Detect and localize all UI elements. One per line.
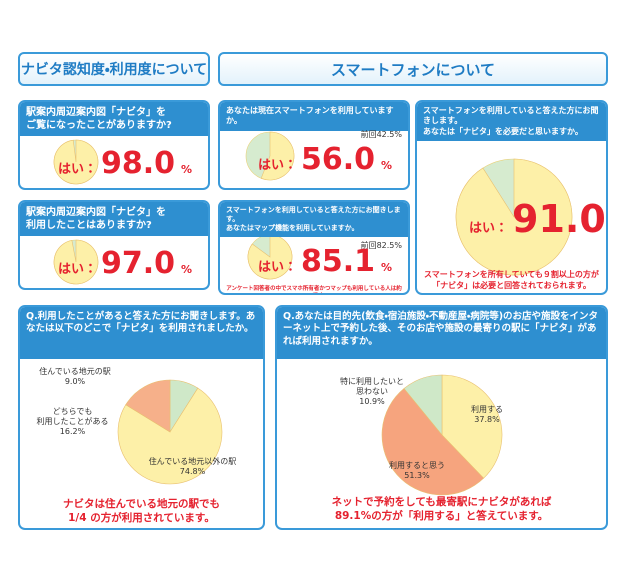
pie-slice <box>455 158 573 276</box>
answer-value: 56.0 <box>301 142 376 177</box>
pie-slice <box>247 234 293 280</box>
slice-label: 利用する 37.8% <box>457 405 517 425</box>
slice-label: どちらでも 利用したことがある 16.2% <box>25 407 120 437</box>
question: Q.あなたは目的先(飲食・宿泊施設・不動産屋・病院等)のお店や施設をインターネッ… <box>277 307 606 359</box>
pie-slice <box>117 387 223 485</box>
question: 駅案内周辺案内図「ナビタ」を ご覧になったことがありますか? <box>20 102 208 136</box>
pie-slice <box>403 374 443 436</box>
answer-label: はい： <box>469 221 509 236</box>
slice-value: 16.2% <box>59 427 86 436</box>
answer: はい：91.0% <box>469 197 606 241</box>
slice-category: どちらでも 利用したことがある <box>36 407 109 426</box>
conclusion: スマートフォンを所有していても９割以上の方が 「ナビタ」は必要と回答されておられ… <box>424 270 599 290</box>
slice-value: 10.9% <box>359 397 385 406</box>
previous-value: 前回42.5% <box>360 130 402 139</box>
pie-slice <box>53 139 99 185</box>
answer-unit: % <box>381 159 393 172</box>
pie-slice <box>260 131 295 181</box>
answer-unit: % <box>381 261 393 274</box>
card: Q.あなたは目的先(飲食・宿泊施設・不動産屋・病院等)のお店や施設をインターネッ… <box>275 305 608 530</box>
answer: はい： 97.0% <box>58 246 192 281</box>
slice-category: 特に利用したいと 思わない <box>340 377 404 396</box>
question: 駅案内周辺案内図「ナビタ」を 利用したことはありますか? <box>20 202 208 236</box>
answer: はい： 56.0% <box>258 142 392 177</box>
conclusion: ナビタは住んでいる地元の駅でも 1/4 の方が利用されています。 <box>63 498 220 525</box>
answer-unit: % <box>181 263 193 276</box>
answer-value: 91.0 <box>512 197 606 241</box>
slice-value: 74.8% <box>179 467 206 476</box>
question: スマートフォンを利用していると答えた方にお聞きします。 あなたはマップ機能を利用… <box>220 202 408 238</box>
answer-unit: % <box>181 163 193 176</box>
pie-chart <box>53 239 99 285</box>
card: 駅案内周辺案内図「ナビタ」を 利用したことはありますか? はい： 97.0% <box>18 200 210 290</box>
answer-label: はい： <box>258 260 298 275</box>
card: スマートフォンを利用していると答えた方にお聞きします。 あなたは「ナビタ」を必要… <box>415 100 608 295</box>
slice-category: 利用すると思う <box>389 461 445 470</box>
pie-slice <box>441 374 503 479</box>
answer-label: はい： <box>258 158 298 173</box>
slice-label: 特に利用したいと 思わない 10.9% <box>332 377 412 407</box>
pie-chart <box>53 139 99 185</box>
pie-chart <box>247 234 293 280</box>
pie-chart <box>381 374 503 496</box>
slice-label: 利用すると思う 51.3% <box>377 461 457 481</box>
section-header: スマートフォンについて <box>218 52 608 86</box>
conclusion: ネットで予約をしても最寄駅にナビタがあれば 89.1%の方が「利用する」と答えて… <box>331 496 552 523</box>
slice-value: 9.0% <box>64 377 86 386</box>
answer-value: 85.1 <box>301 244 376 279</box>
question: スマートフォンを利用していると答えた方にお聞きします。 あなたは「ナビタ」を必要… <box>417 102 606 142</box>
answer-label: はい： <box>58 262 98 277</box>
pie-slice <box>53 239 99 285</box>
answer-label: はい： <box>58 162 98 177</box>
section-header: ナビタ認知度・利用度について <box>18 52 210 86</box>
slice-label: 住んでいる地元以外の駅 74.8% <box>145 457 240 477</box>
card: スマートフォンを利用していると答えた方にお聞きします。 あなたはマップ機能を利用… <box>218 200 410 295</box>
slice-label: 住んでいる地元の駅 9.0% <box>30 367 120 387</box>
answer: はい： 98.0% <box>58 146 192 181</box>
pie-chart <box>245 131 295 181</box>
pie-slice <box>381 388 485 496</box>
question: Q.利用したことがあると答えた方にお聞きします。あなたは以下のどこで「ナビタ」を… <box>20 307 263 359</box>
previous-value: 前回82.5% <box>360 241 402 250</box>
slice-category: 住んでいる地元以外の駅 <box>148 457 237 466</box>
slice-value: 37.8% <box>474 415 500 424</box>
pie-chart <box>455 158 573 276</box>
slice-category: 利用する <box>471 405 503 414</box>
answer-value: 97.0 <box>101 246 176 281</box>
question: あなたは現在スマートフォンを利用していますか。 <box>220 102 408 131</box>
pie-slice <box>125 379 171 433</box>
slice-value: 51.3% <box>404 471 430 480</box>
card: あなたは現在スマートフォンを利用していますか。 前回42.5% はい： 56.0% <box>218 100 410 190</box>
answer-value: 98.0 <box>101 146 176 181</box>
slice-category: 住んでいる地元の駅 <box>39 367 111 376</box>
card: Q.利用したことがあると答えた方にお聞きします。あなたは以下のどこで「ナビタ」を… <box>18 305 265 530</box>
answer: はい： 85.1% <box>258 244 392 279</box>
pie-chart <box>117 379 223 485</box>
card: 駅案内周辺案内図「ナビタ」を ご覧になったことがありますか? はい： 98.0% <box>18 100 210 190</box>
conclusion: アンケート回答者の中でスマホ所有者かつマップも利用している人は約47%です。 <box>226 286 402 292</box>
